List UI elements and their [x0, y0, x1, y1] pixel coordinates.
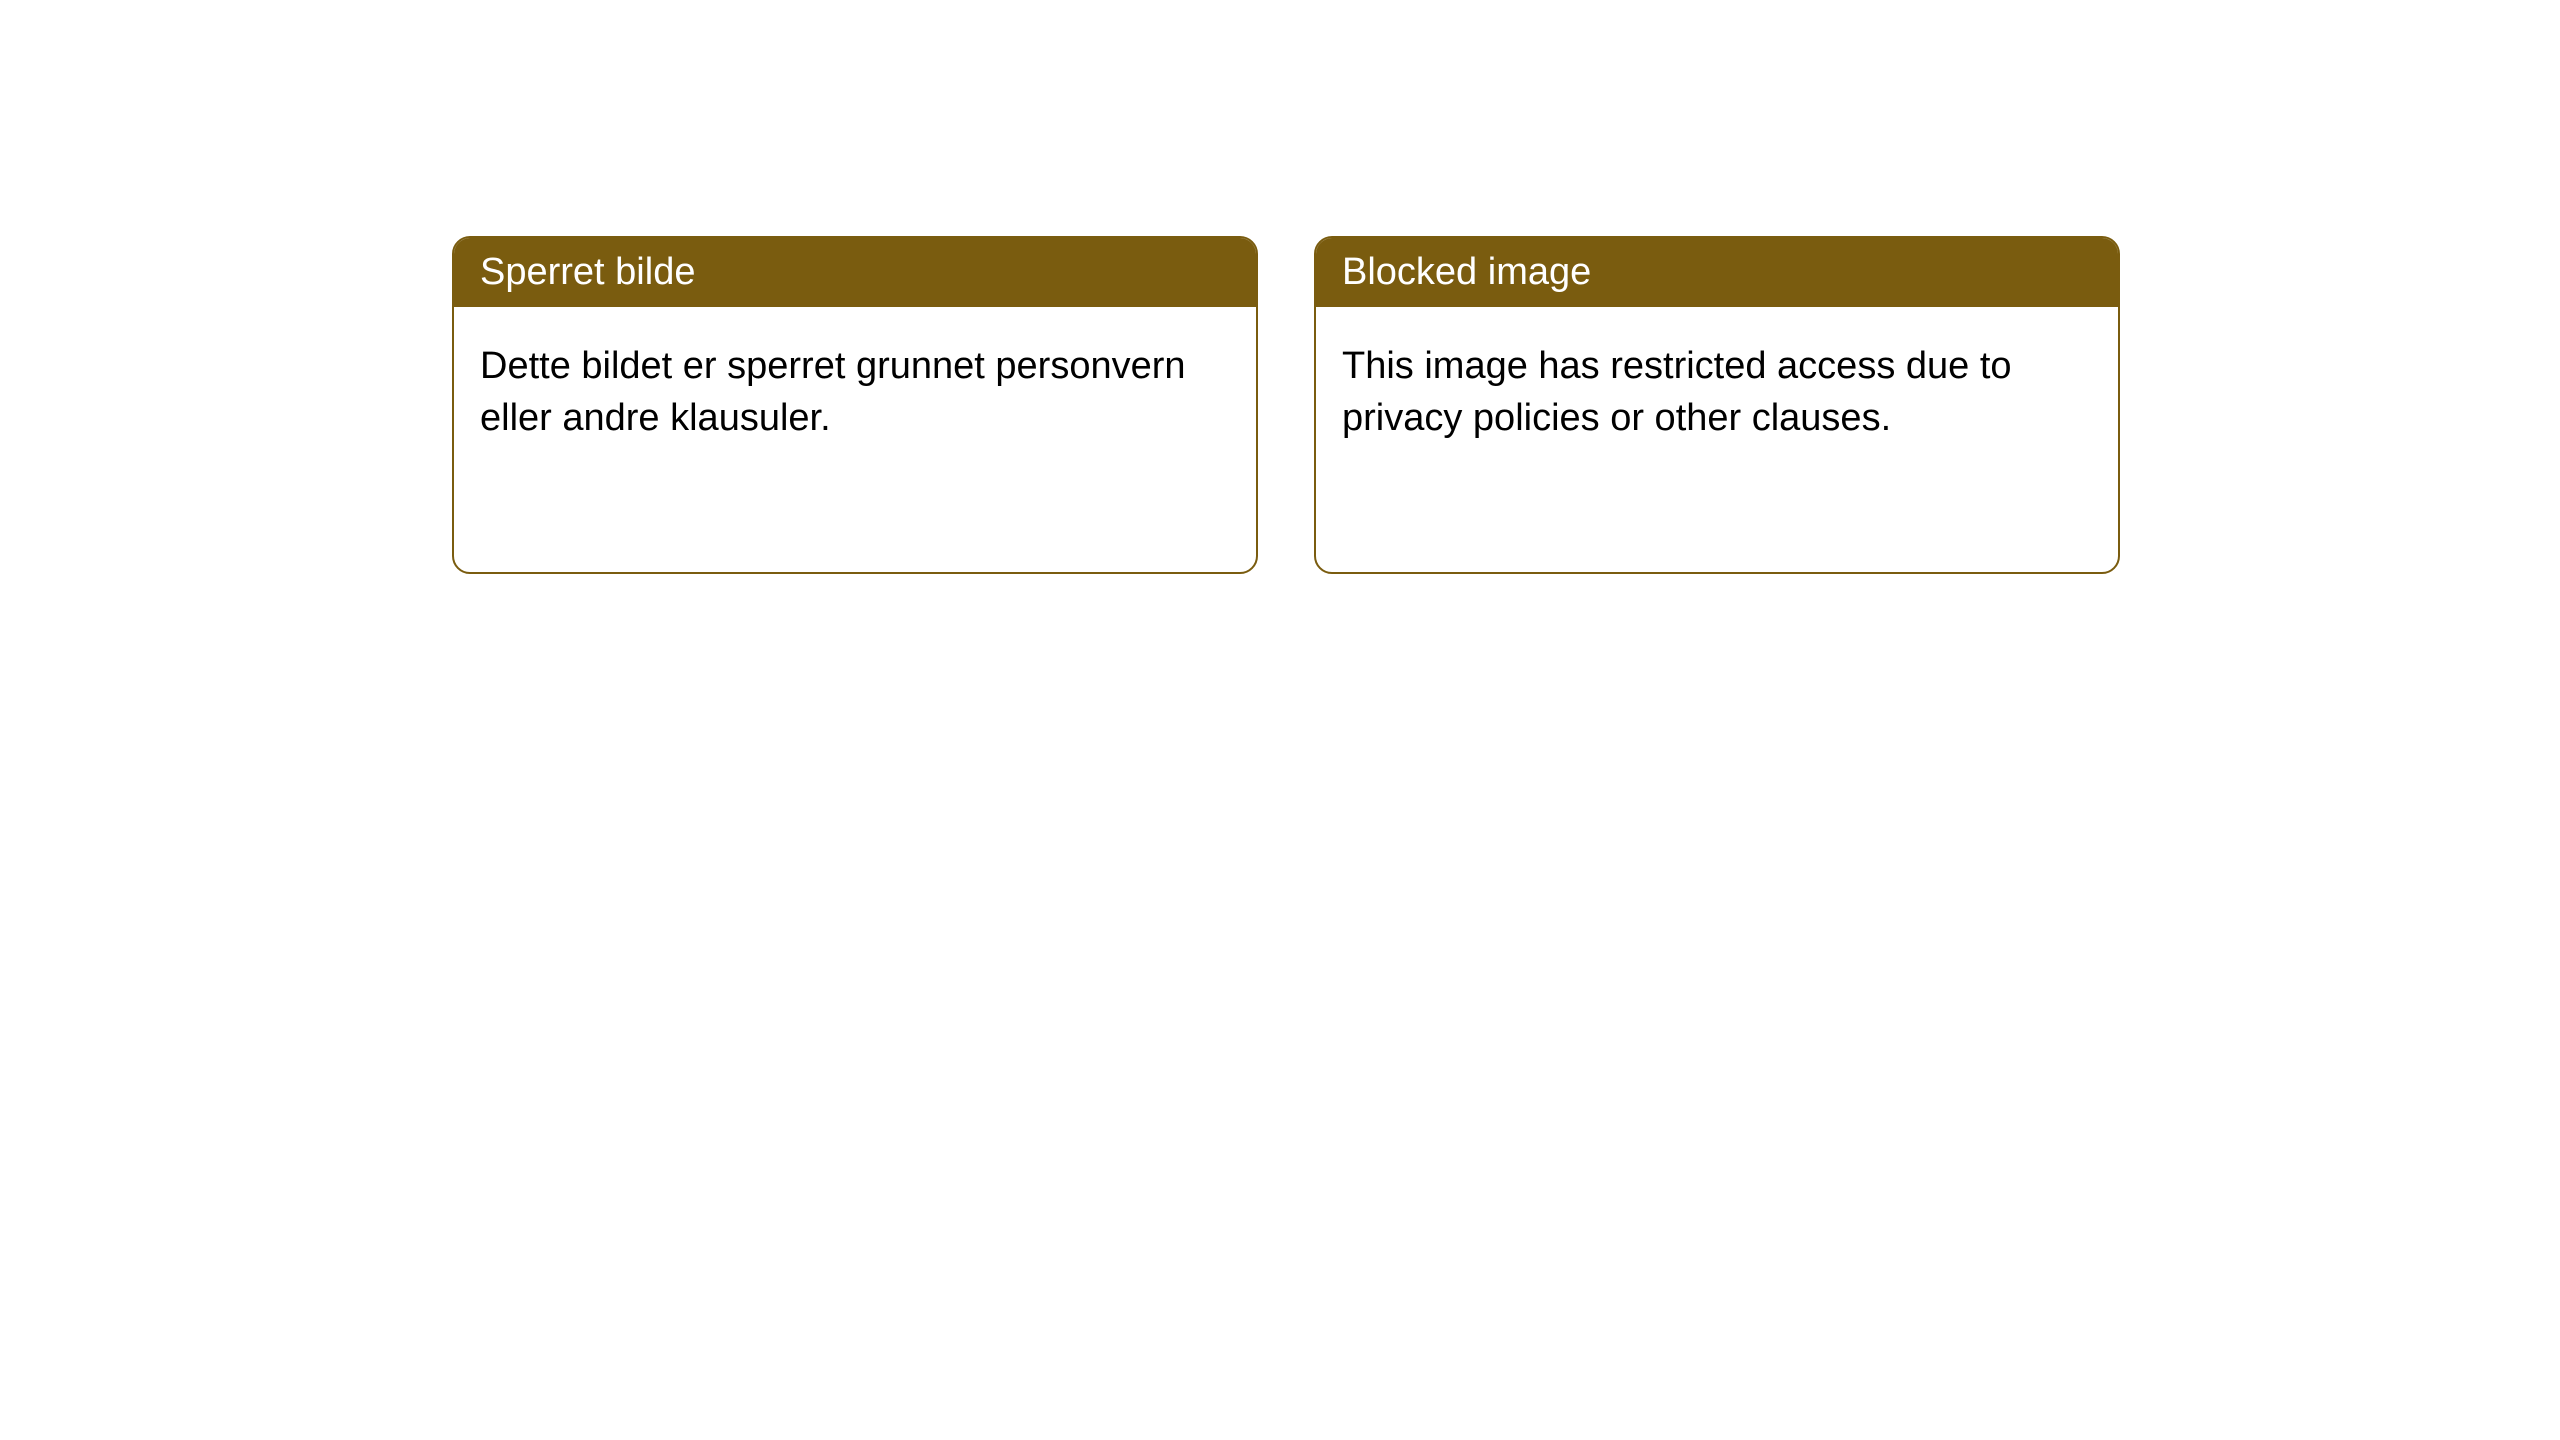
notice-header: Blocked image [1316, 238, 2118, 307]
notice-card-norwegian: Sperret bilde Dette bildet er sperret gr… [452, 236, 1258, 574]
notice-body: This image has restricted access due to … [1316, 307, 2118, 478]
notice-body: Dette bildet er sperret grunnet personve… [454, 307, 1256, 478]
notice-card-english: Blocked image This image has restricted … [1314, 236, 2120, 574]
notice-header: Sperret bilde [454, 238, 1256, 307]
notice-cards-container: Sperret bilde Dette bildet er sperret gr… [0, 0, 2560, 574]
